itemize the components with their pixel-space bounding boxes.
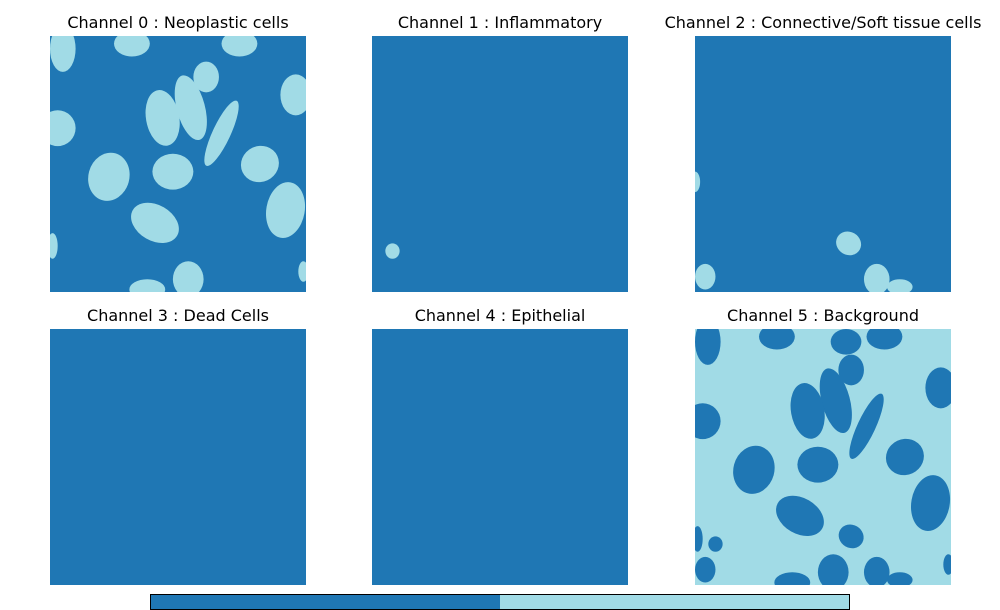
cell-blob <box>240 145 279 183</box>
panel-title-channel-1: Channel 1 : Inflammatory <box>397 13 603 32</box>
heatmap-channel-1 <box>372 36 628 292</box>
panel-title-channel-5: Channel 5 : Background <box>727 306 919 325</box>
cell-blob <box>50 233 58 259</box>
heatmap-background <box>372 36 628 292</box>
cell-blob <box>863 263 890 292</box>
colorbar-segment <box>500 594 850 610</box>
cell-blob <box>695 403 721 440</box>
cell-blob <box>695 263 716 290</box>
cell-blob <box>695 556 716 583</box>
cell-blob <box>759 329 795 350</box>
cell-blob <box>925 367 951 409</box>
cell-blob <box>193 61 219 93</box>
cell-blob <box>849 393 884 459</box>
cell-blob <box>174 75 207 141</box>
cell-blob <box>50 110 76 147</box>
colorbar <box>150 594 850 610</box>
panel-title-channel-3: Channel 3 : Dead Cells <box>87 306 269 325</box>
cell-blob <box>265 182 306 239</box>
heatmap-channel-3 <box>50 329 306 585</box>
cell-blob <box>910 475 951 532</box>
cell-blob <box>866 329 903 350</box>
cell-blob <box>145 90 180 146</box>
panel-title-channel-2: Channel 2 : Connective/Soft tissue cells <box>664 13 982 32</box>
colorbar-segment <box>150 594 500 610</box>
cell-blob <box>887 572 913 585</box>
cell-blob <box>280 74 306 116</box>
heatmap-background <box>50 329 306 585</box>
heatmap-channel-0 <box>50 36 306 292</box>
cell-blob <box>838 524 864 549</box>
cell-blob <box>708 536 723 552</box>
cell-blob <box>790 383 825 439</box>
cell-blob <box>695 329 721 365</box>
cell-blob <box>863 556 890 585</box>
cell-blob <box>695 526 703 552</box>
cell-blob <box>88 152 130 201</box>
cell-blob <box>695 171 701 193</box>
cell-blob <box>50 36 76 72</box>
heatmap-channel-2 <box>695 36 951 292</box>
cell-blob <box>385 243 400 259</box>
cell-blob <box>298 261 306 282</box>
heatmap-background <box>695 36 951 292</box>
cell-blob <box>204 100 239 166</box>
cell-blob <box>172 261 204 292</box>
cell-blob <box>838 354 864 386</box>
cell-blob <box>819 368 852 434</box>
cell-blob <box>221 36 258 57</box>
cell-blob <box>887 279 913 292</box>
heatmap-channel-5 <box>695 329 951 585</box>
cell-blob <box>817 554 849 585</box>
cell-blob <box>943 554 951 575</box>
cell-blob <box>152 153 194 190</box>
cell-blob <box>131 202 179 243</box>
cell-blob <box>774 572 811 585</box>
panel-title-channel-0: Channel 0 : Neoplastic cells <box>67 13 289 32</box>
cell-blob <box>114 36 150 57</box>
cell-blob <box>830 329 862 355</box>
panel-title-channel-4: Channel 4 : Epithelial <box>414 306 586 325</box>
cell-blob <box>885 438 924 476</box>
cell-blob <box>733 445 775 494</box>
cell-blob <box>797 446 839 483</box>
heatmap-background <box>372 329 628 585</box>
cell-blob <box>836 231 862 256</box>
cell-blob <box>129 279 166 292</box>
cell-blob <box>776 495 824 536</box>
heatmap-channel-4 <box>372 329 628 585</box>
